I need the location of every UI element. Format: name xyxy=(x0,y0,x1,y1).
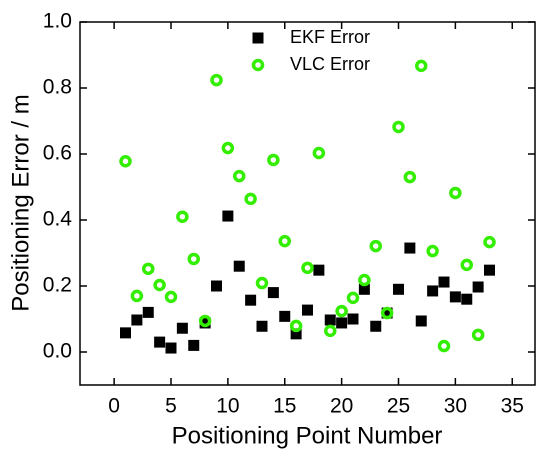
x-tick-label: 15 xyxy=(273,395,296,418)
point xyxy=(471,328,485,342)
point xyxy=(233,169,246,183)
point xyxy=(176,322,188,334)
point xyxy=(403,170,417,184)
point xyxy=(198,314,212,328)
y-axis-title: Positioning Error / m xyxy=(7,94,34,311)
point xyxy=(176,210,189,223)
point xyxy=(233,260,245,272)
point xyxy=(335,304,348,318)
x-tick-label: 20 xyxy=(330,395,353,418)
x-tick-label: 35 xyxy=(501,395,524,418)
point xyxy=(427,285,439,297)
point xyxy=(461,293,473,305)
y-tick-label: 1.0 xyxy=(43,10,72,33)
y-tick-label: 0.0 xyxy=(43,340,72,363)
point xyxy=(393,283,404,295)
x-tick-label: 0 xyxy=(108,395,120,418)
point xyxy=(130,289,144,303)
y-tick-label: 0.2 xyxy=(43,274,72,297)
point xyxy=(312,146,326,160)
plot-frame xyxy=(79,21,536,386)
y-tick-label: 0.4 xyxy=(43,208,73,231)
point xyxy=(221,141,235,155)
point xyxy=(358,283,370,295)
legend-marker xyxy=(251,58,265,72)
point xyxy=(483,235,496,249)
point xyxy=(165,342,177,354)
point xyxy=(336,317,348,329)
point xyxy=(392,120,405,134)
point xyxy=(131,314,143,326)
point xyxy=(484,264,495,276)
point xyxy=(381,307,393,319)
point xyxy=(426,244,439,258)
point xyxy=(324,324,337,338)
x-tick-label: 10 xyxy=(216,395,239,418)
x-tick-label: 5 xyxy=(165,395,177,418)
point xyxy=(404,242,416,254)
point xyxy=(313,264,325,276)
point xyxy=(187,252,200,266)
x-tick-label: 30 xyxy=(444,395,467,418)
y-tick-label: 0.8 xyxy=(43,76,72,99)
point xyxy=(437,339,451,353)
point xyxy=(142,306,154,318)
point xyxy=(164,290,178,304)
point xyxy=(279,310,291,322)
y-tick-label: 0.6 xyxy=(43,142,72,165)
point xyxy=(244,192,257,206)
point xyxy=(267,153,280,167)
legend-marker xyxy=(252,32,264,44)
point xyxy=(222,210,234,222)
point xyxy=(278,234,291,248)
point xyxy=(119,155,132,168)
point xyxy=(472,281,484,293)
point xyxy=(290,328,302,340)
point xyxy=(438,276,450,288)
point xyxy=(460,258,473,272)
point xyxy=(415,59,428,73)
point xyxy=(188,339,200,351)
point xyxy=(142,262,155,276)
point xyxy=(369,239,382,253)
point xyxy=(301,261,314,275)
point xyxy=(302,304,313,316)
point xyxy=(289,319,303,333)
legend-label: VLC Error xyxy=(290,54,370,74)
point xyxy=(449,186,462,200)
point xyxy=(120,327,131,339)
x-axis-title: Positioning Point Number xyxy=(172,422,443,449)
point xyxy=(358,273,371,287)
point xyxy=(153,278,166,292)
point xyxy=(324,314,336,326)
point xyxy=(346,291,360,305)
point xyxy=(199,317,211,329)
point xyxy=(255,276,269,290)
point xyxy=(154,336,166,348)
point xyxy=(415,315,427,327)
point xyxy=(267,287,279,299)
point xyxy=(370,320,382,332)
legend-label: EKF Error xyxy=(290,27,370,47)
point xyxy=(211,280,222,292)
point xyxy=(210,73,223,87)
point xyxy=(256,320,268,332)
point xyxy=(245,294,257,306)
point xyxy=(449,291,461,303)
point xyxy=(347,313,359,325)
point xyxy=(380,306,394,320)
x-tick-label: 25 xyxy=(387,395,410,418)
